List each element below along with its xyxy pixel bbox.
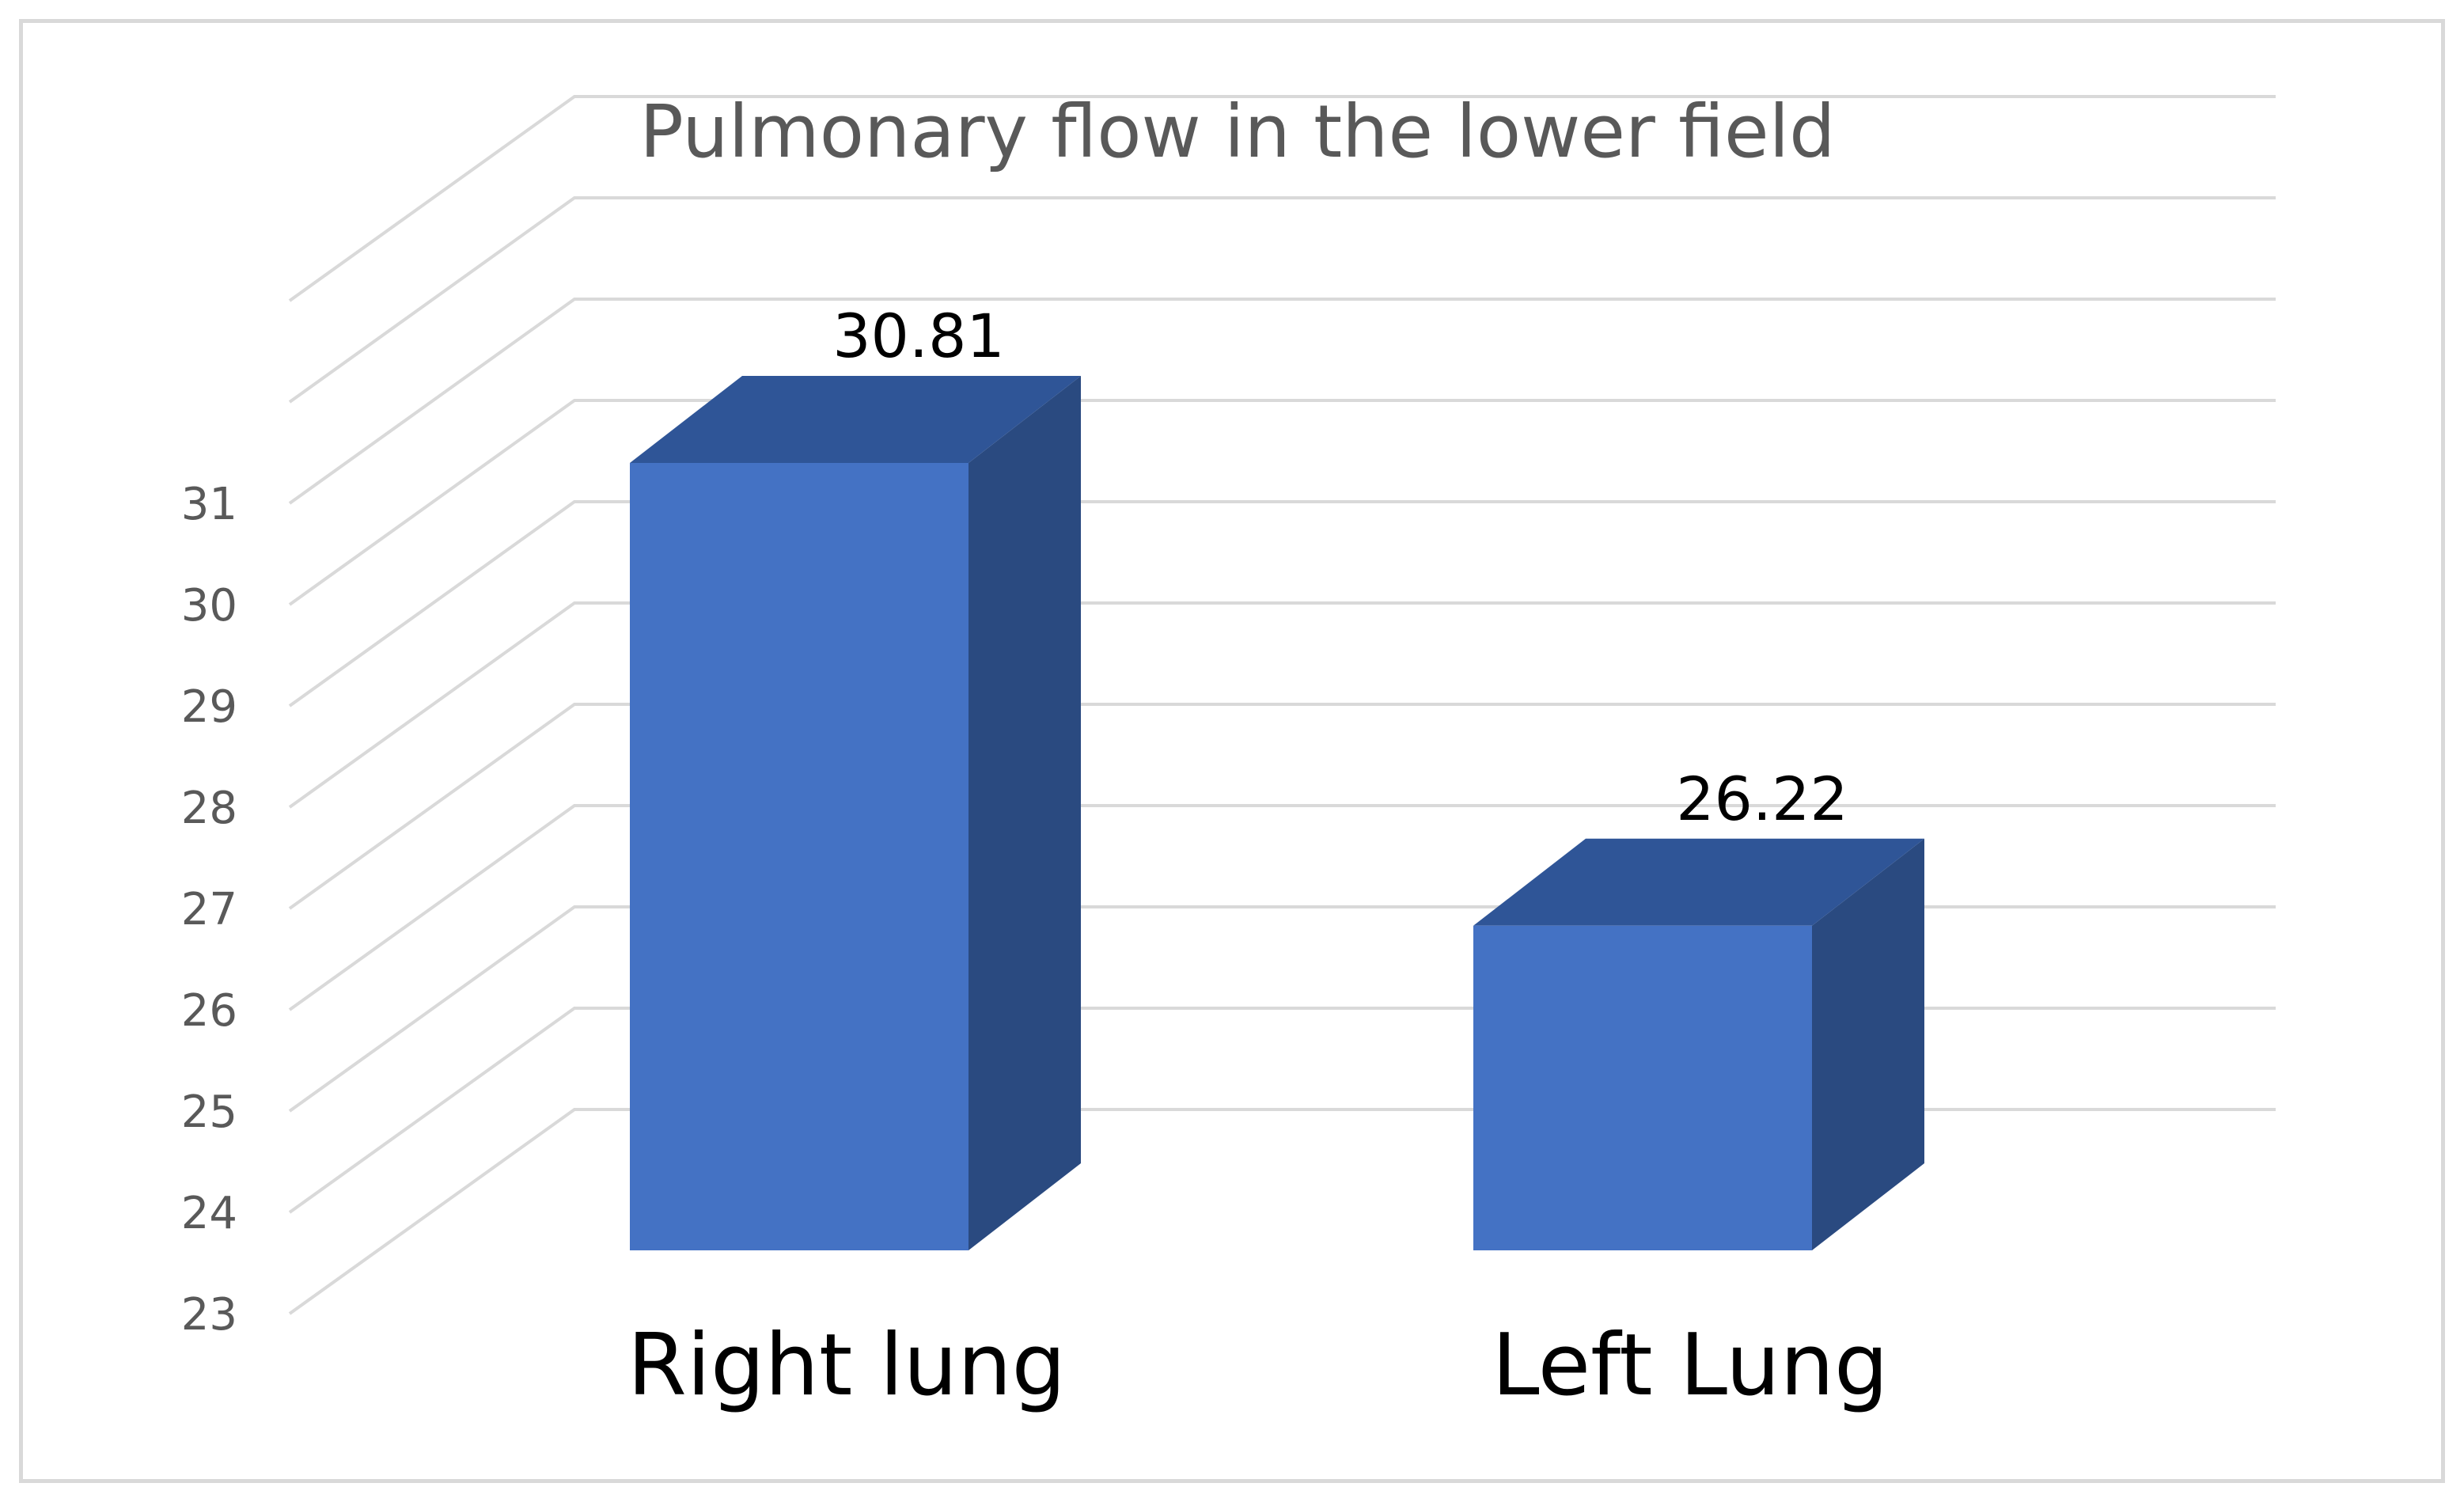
y-tick-label: 31 <box>181 479 237 530</box>
x-axis-category-labels: Right lung Left Lung <box>627 1316 1889 1415</box>
bar-side-face <box>1812 838 1924 1250</box>
data-labels: 30.81 26.22 <box>832 301 1848 834</box>
bar-front-face <box>1473 925 1812 1250</box>
gridline <box>288 500 2276 707</box>
gridline <box>288 804 2276 1011</box>
data-label: 26.22 <box>1676 764 1848 834</box>
bar-front-face <box>630 463 969 1250</box>
y-tick-label: 29 <box>181 681 237 733</box>
bar-2 <box>1473 838 1924 1250</box>
chart-title: Pulmonary flow in the lower field <box>639 89 1835 174</box>
gridline <box>288 196 2276 404</box>
chart-frame <box>19 19 2445 1483</box>
gridline <box>288 601 2276 809</box>
bars <box>630 376 1924 1250</box>
bar-side-face <box>969 376 1081 1250</box>
gridline <box>288 298 2276 505</box>
data-label: 30.81 <box>832 301 1005 371</box>
gridline <box>288 703 2276 910</box>
gridline <box>288 1108 2276 1315</box>
bar-top-face <box>1473 838 1924 926</box>
y-tick-label: 27 <box>181 884 237 935</box>
y-tick-label: 26 <box>181 985 237 1037</box>
y-tick-label: 23 <box>181 1289 237 1341</box>
y-tick-label: 24 <box>181 1188 237 1239</box>
y-tick-label: 25 <box>181 1087 237 1138</box>
y-tick-label: 30 <box>181 580 237 632</box>
gridline <box>288 95 2276 302</box>
category-label: Right lung <box>627 1316 1066 1415</box>
bar-top-face <box>630 376 1081 463</box>
category-label: Left Lung <box>1492 1316 1888 1415</box>
y-tick-label: 28 <box>181 783 237 834</box>
bar-1 <box>630 376 1081 1250</box>
y-axis-tick-labels: 23 24 25 26 27 28 29 30 31 <box>181 479 237 1341</box>
gridline <box>288 399 2276 606</box>
gridlines <box>288 95 2276 1315</box>
